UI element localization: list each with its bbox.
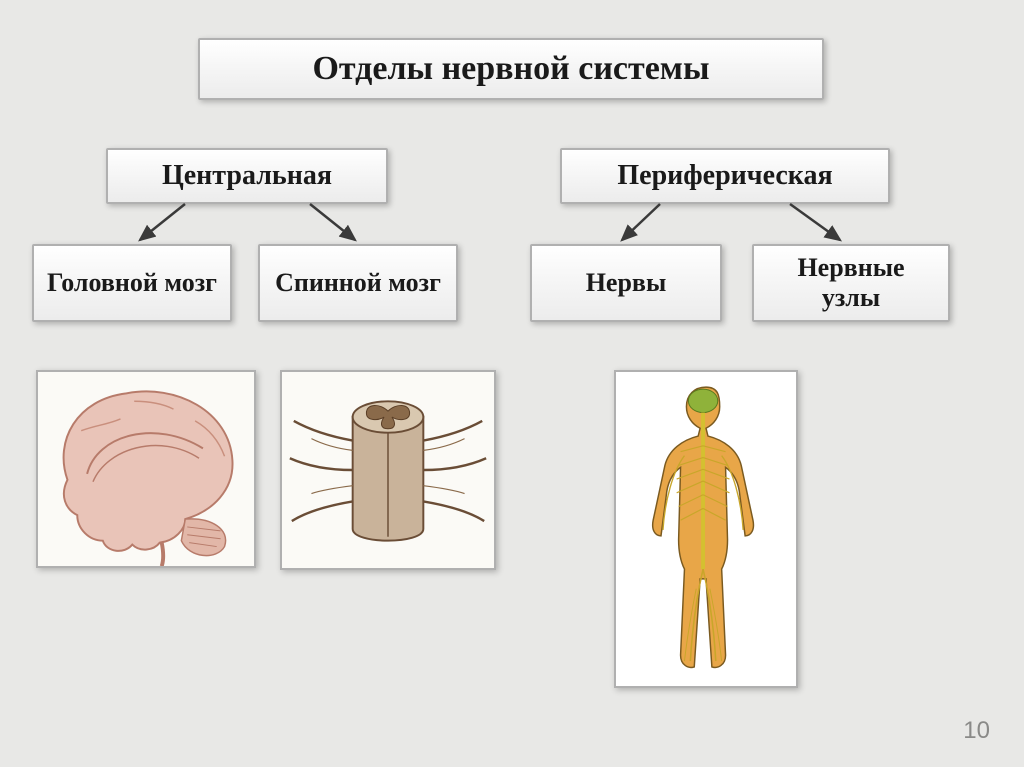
peripheral-text: Периферическая — [617, 160, 832, 192]
brain-image — [36, 370, 256, 568]
title-box: Отделы нервной системы — [198, 38, 824, 100]
title-text: Отделы нервной системы — [312, 49, 709, 88]
body-image — [614, 370, 798, 688]
spinal-text: Спинной мозг — [275, 268, 441, 298]
page-number: 10 — [963, 717, 990, 745]
body-icon — [616, 370, 796, 688]
brain-box: Головной мозг — [32, 244, 232, 322]
brain-icon — [38, 370, 254, 568]
spinal-image — [280, 370, 496, 570]
nerves-box: Нервы — [530, 244, 722, 322]
ganglia-box: Нервные узлы — [752, 244, 950, 322]
peripheral-box: Периферическая — [560, 148, 890, 204]
central-text: Центральная — [162, 160, 332, 192]
central-box: Центральная — [106, 148, 388, 204]
ganglia-text: Нервные узлы — [766, 253, 936, 313]
spinal-box: Спинной мозг — [258, 244, 458, 322]
nerves-text: Нервы — [586, 268, 667, 298]
spinal-icon — [282, 370, 494, 570]
brain-text: Головной мозг — [47, 268, 217, 298]
